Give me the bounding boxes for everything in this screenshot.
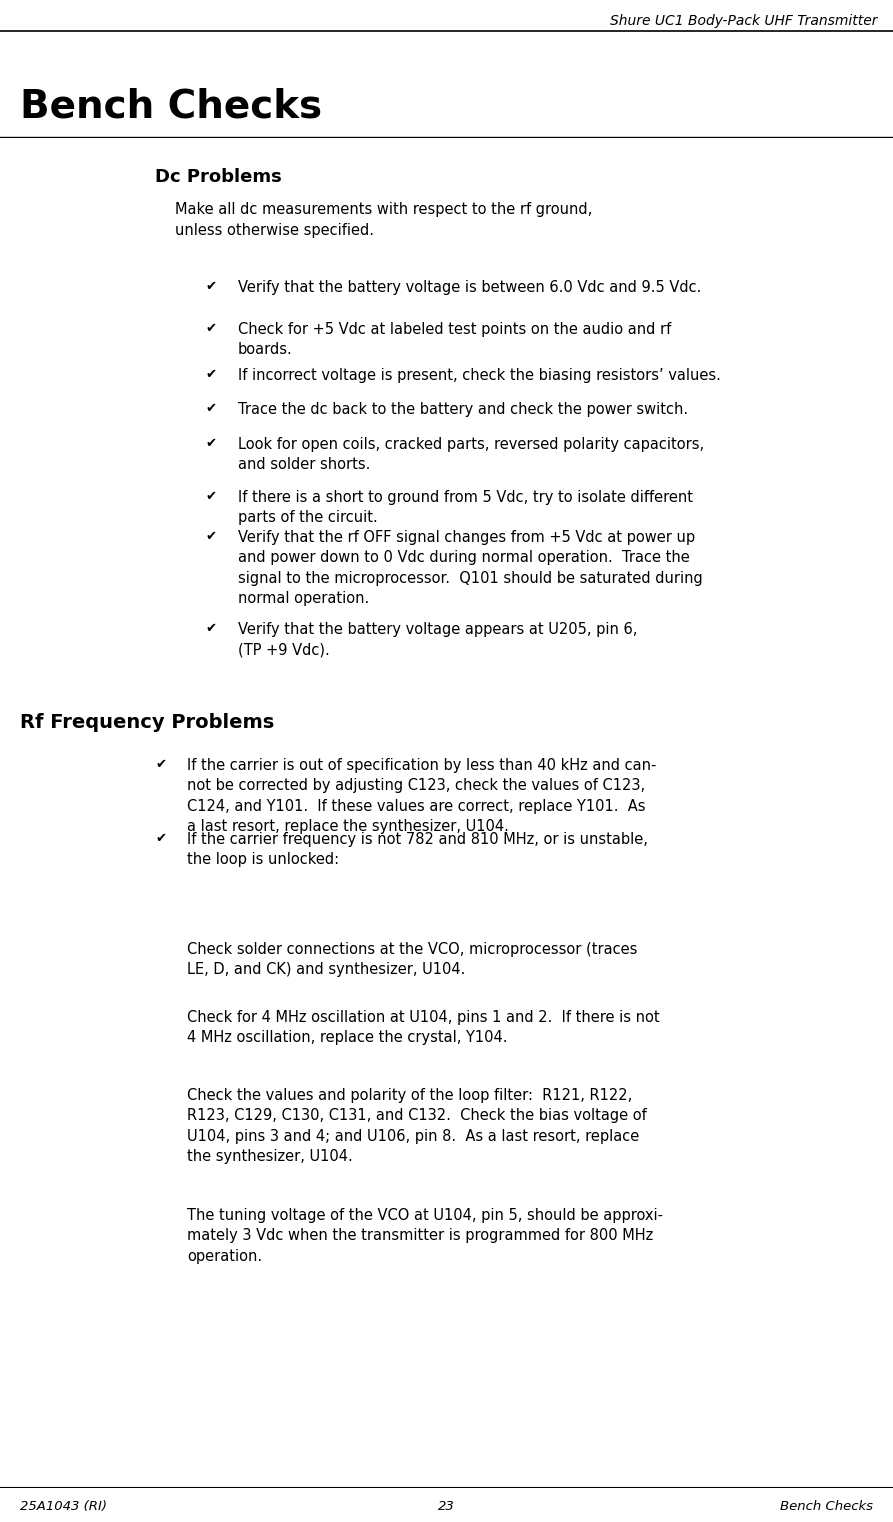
Text: ✔: ✔ [205, 402, 216, 416]
Text: If the carrier is out of specification by less than 40 kHz and can-
not be corre: If the carrier is out of specification b… [187, 758, 656, 834]
Text: Trace the dc back to the battery and check the power switch.: Trace the dc back to the battery and che… [238, 402, 689, 417]
Text: 25A1043 (RI): 25A1043 (RI) [20, 1501, 107, 1513]
Text: ✔: ✔ [205, 622, 216, 635]
Text: Shure UC1 Body-Pack UHF Transmitter: Shure UC1 Body-Pack UHF Transmitter [611, 14, 878, 27]
Text: ✔: ✔ [205, 280, 216, 294]
Text: Check the values and polarity of the loop filter:  R121, R122,
R123, C129, C130,: Check the values and polarity of the loo… [187, 1088, 647, 1164]
Text: Rf Frequency Problems: Rf Frequency Problems [20, 712, 274, 732]
Text: Verify that the rf OFF signal changes from +5 Vdc at power up
and power down to : Verify that the rf OFF signal changes fr… [238, 530, 703, 606]
Text: ✔: ✔ [205, 368, 216, 380]
Text: Dc Problems: Dc Problems [155, 167, 282, 186]
Text: Check for +5 Vdc at labeled test points on the audio and rf
boards.: Check for +5 Vdc at labeled test points … [238, 323, 672, 358]
Text: Check solder connections at the VCO, microprocessor (traces
LE, D, and CK) and s: Check solder connections at the VCO, mic… [187, 942, 638, 977]
Text: Verify that the battery voltage appears at U205, pin 6,
(TP +9 Vdc).: Verify that the battery voltage appears … [238, 622, 638, 658]
Text: ✔: ✔ [205, 323, 216, 335]
Text: Look for open coils, cracked parts, reversed polarity capacitors,
and solder sho: Look for open coils, cracked parts, reve… [238, 437, 704, 472]
Text: ✔: ✔ [205, 490, 216, 502]
Text: ✔: ✔ [155, 833, 166, 845]
Text: If incorrect voltage is present, check the biasing resistors’ values.: If incorrect voltage is present, check t… [238, 368, 721, 384]
Text: Check for 4 MHz oscillation at U104, pins 1 and 2.  If there is not
4 MHz oscill: Check for 4 MHz oscillation at U104, pin… [187, 1011, 660, 1046]
Text: Bench Checks: Bench Checks [20, 88, 322, 126]
Text: ✔: ✔ [205, 530, 216, 543]
Text: The tuning voltage of the VCO at U104, pin 5, should be approxi-
mately 3 Vdc wh: The tuning voltage of the VCO at U104, p… [187, 1208, 663, 1263]
Text: Verify that the battery voltage is between 6.0 Vdc and 9.5 Vdc.: Verify that the battery voltage is betwe… [238, 280, 701, 295]
Text: ✔: ✔ [155, 758, 166, 772]
Text: If there is a short to ground from 5 Vdc, try to isolate different
parts of the : If there is a short to ground from 5 Vdc… [238, 490, 693, 525]
Text: 23: 23 [438, 1501, 455, 1513]
Text: ✔: ✔ [205, 437, 216, 451]
Text: If the carrier frequency is not 782 and 810 MHz, or is unstable,
the loop is unl: If the carrier frequency is not 782 and … [187, 833, 648, 868]
Text: Bench Checks: Bench Checks [780, 1501, 873, 1513]
Text: Make all dc measurements with respect to the rf ground,
unless otherwise specifi: Make all dc measurements with respect to… [175, 202, 592, 237]
